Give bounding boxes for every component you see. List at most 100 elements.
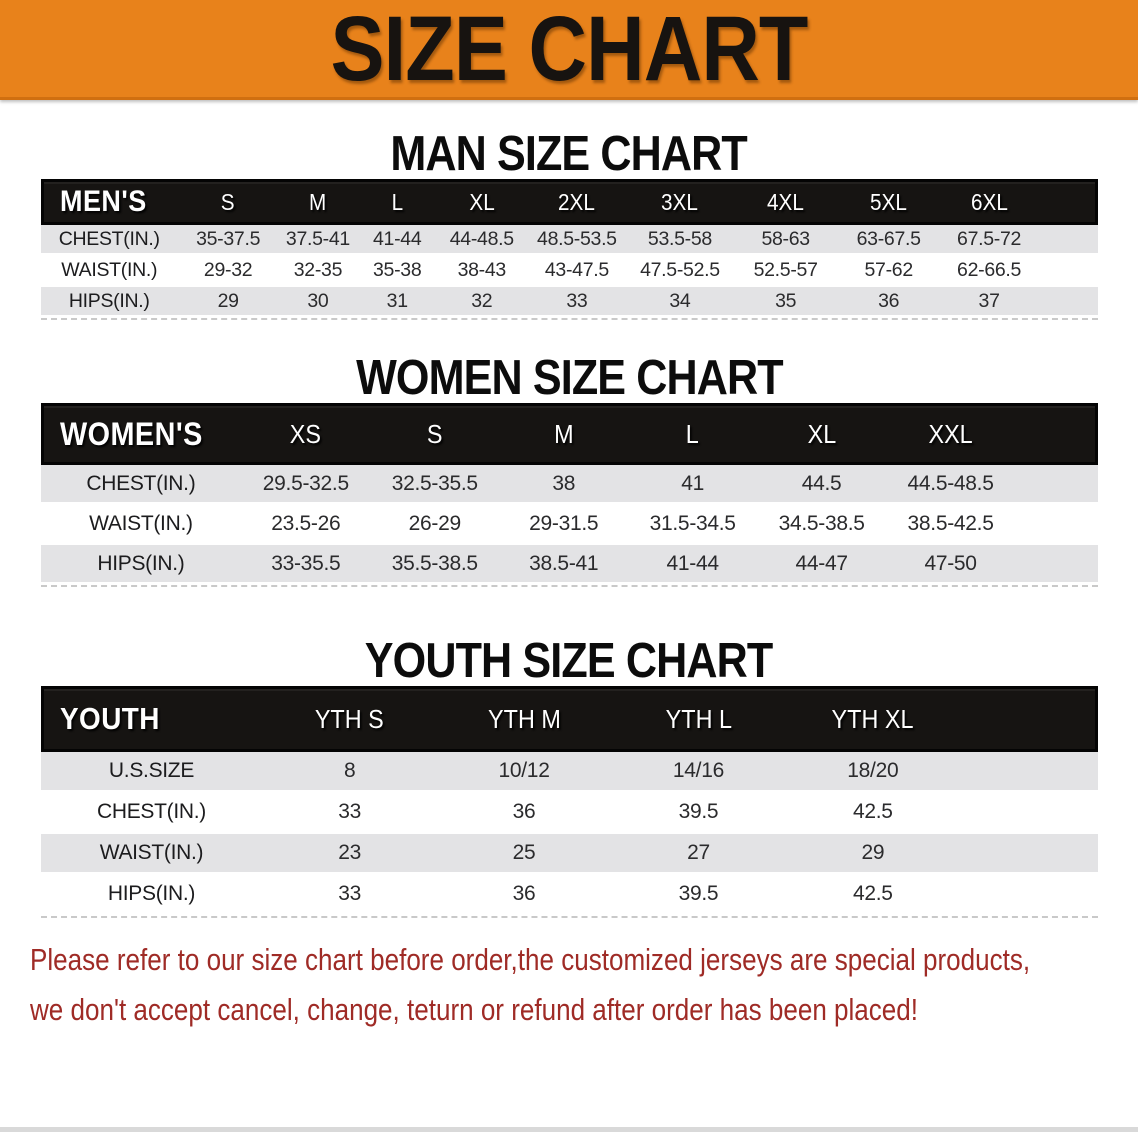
col-header-5xl: 5XL [838,179,939,225]
col-header-l-text: L [391,188,403,215]
table-cell-filler [1039,225,1098,256]
table-cell: 29-31.5 [499,505,629,545]
col-header-xs-text: XS [290,418,322,449]
table-cell-filler [1039,256,1098,287]
col-header-s-text: S [426,418,443,449]
row-label-chest: CHEST(IN.) [40,225,178,256]
table-cell: 39.5 [611,875,786,916]
col-header-yth-xl: YTH XL [785,686,961,752]
col-header-s-text: S [221,188,236,215]
table-cell: 35-38 [357,256,437,287]
table-cell: 53.5-58 [627,225,733,256]
col-header-yth-l: YTH L [611,686,786,752]
page-title: SIZE CHART [330,0,809,100]
col-header-2xl: 2XL [526,179,628,225]
col-header-xs: XS [241,403,371,465]
header-filler [1015,403,1098,465]
table-cell: 14/16 [611,752,786,793]
table-cell: 38.5-42.5 [886,505,1016,545]
youth-size-table: YOUTH YTH S YTH M YTH L YTH XL U.S.SIZE … [40,686,1098,918]
table-cell: 42.5 [785,793,961,834]
womens-table-title-text: WOMEN'S [59,415,203,452]
table-cell-filler [960,752,1098,793]
row-label-hips: HIPS(IN.) [40,287,178,318]
col-header-xxl: XXL [886,403,1016,465]
table-cell: 47.5-52.5 [627,256,733,287]
table-cell: 47-50 [886,545,1016,585]
table-cell: 38.5-41 [499,545,629,585]
mens-size-table: MEN'S S M L XL 2XL 3XL 4XL 5XL 6XL CHEST… [40,179,1098,320]
table-cell: 18/20 [785,752,961,793]
table-cell: 38 [499,465,629,505]
col-header-m-text: M [553,418,574,449]
row-label-us-size: U.S.SIZE [40,752,263,793]
mens-table-title: MEN'S [40,179,178,225]
row-label-hips: HIPS(IN.) [40,545,242,585]
page-bottom-edge [0,1127,1138,1132]
row-label-chest: CHEST(IN.) [40,465,242,505]
table-cell-filler [960,793,1098,834]
size-chart-banner: SIZE CHART [0,0,1138,100]
disclaimer-line-2-text: we don't accept cancel, change, teturn o… [30,992,919,1027]
womens-table-title: WOMEN'S [40,403,242,465]
mens-hips-row: HIPS(IN.) 29 30 31 32 33 34 35 36 37 [40,287,1098,318]
mens-header-row: MEN'S S M L XL 2XL 3XL 4XL 5XL 6XL [40,179,1098,225]
youth-ussize-row: U.S.SIZE 8 10/12 14/16 18/20 [40,752,1098,793]
disclaimer-note: Please refer to our size chart before or… [30,938,1138,1038]
table-cell-filler [1015,465,1098,505]
disclaimer-line-1: Please refer to our size chart before or… [30,938,1138,988]
col-header-yth-xl-text: YTH XL [831,703,914,734]
table-cell: 25 [436,834,612,875]
table-cell: 27 [611,834,786,875]
table-cell-filler [960,875,1098,916]
table-cell: 26-29 [370,505,500,545]
col-header-xl-text: XL [807,418,836,449]
youth-table-title: YOUTH [40,686,263,752]
table-cell: 33 [262,875,437,916]
womens-waist-row: WAIST(IN.) 23.5-26 26-29 29-31.5 31.5-34… [40,505,1098,545]
man-section-heading-text: MAN SIZE CHART [390,127,748,181]
table-cell: 31.5-34.5 [628,505,758,545]
table-cell-filler [960,834,1098,875]
col-header-3xl-text: 3XL [661,188,699,215]
table-cell: 34.5-38.5 [757,505,887,545]
table-cell: 36 [436,875,612,916]
table-cell: 44-47 [757,545,887,585]
table-cell-filler [1015,505,1098,545]
youth-waist-row: WAIST(IN.) 23 25 27 29 [40,834,1098,875]
youth-section-heading: YOUTH SIZE CHART [0,637,1138,686]
table-cell: 37 [938,287,1040,318]
col-header-s: S [370,403,500,465]
women-section-heading-text: WOMEN SIZE CHART [355,351,784,405]
table-cell: 44-48.5 [436,225,527,256]
table-cell: 42.5 [785,875,961,916]
col-header-yth-m-text: YTH M [487,703,561,734]
womens-chest-row: CHEST(IN.) 29.5-32.5 32.5-35.5 38 41 44.… [40,465,1098,505]
mens-table-title-text: MEN'S [59,185,147,218]
table-cell: 44.5-48.5 [886,465,1016,505]
row-label-hips: HIPS(IN.) [40,875,263,916]
table-cell: 29 [177,287,279,318]
disclaimer-line-1-text: Please refer to our size chart before or… [30,942,1031,977]
youth-header-row: YOUTH YTH S YTH M YTH L YTH XL [40,686,1098,752]
header-filler [960,686,1098,752]
table-cell: 31 [357,287,437,318]
youth-hips-row: HIPS(IN.) 33 36 39.5 42.5 [40,875,1098,916]
col-header-l: L [628,403,758,465]
table-cell-filler [1015,545,1098,585]
table-cell: 32.5-35.5 [370,465,500,505]
table-cell: 32 [436,287,527,318]
col-header-l: L [357,179,437,225]
table-cell: 38-43 [436,256,527,287]
table-cell: 35 [732,287,839,318]
womens-size-table: WOMEN'S XS S M L XL XXL CHEST(IN.) 29.5-… [40,403,1098,587]
mens-waist-row: WAIST(IN.) 29-32 32-35 35-38 38-43 43-47… [40,256,1098,287]
mens-chest-row: CHEST(IN.) 35-37.5 37.5-41 41-44 44-48.5… [40,225,1098,256]
table-cell: 33 [262,793,437,834]
youth-section-heading-text: YOUTH SIZE CHART [365,634,773,688]
col-header-m: M [499,403,629,465]
women-section-heading: WOMEN SIZE CHART [0,354,1138,403]
table-cell: 29 [785,834,961,875]
table-cell-filler [1039,287,1098,318]
table-cell: 39.5 [611,793,786,834]
